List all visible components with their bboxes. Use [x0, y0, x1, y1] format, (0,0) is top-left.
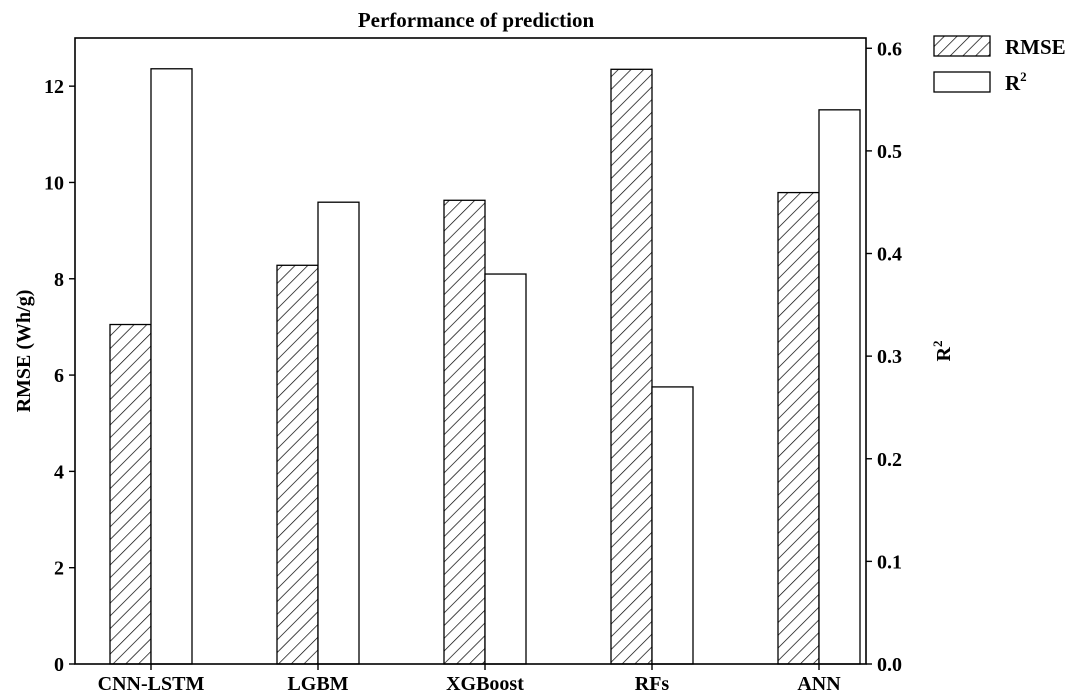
- y-tick-label-right: 0.2: [877, 449, 902, 471]
- legend-label-r2-superscript: 2: [1020, 69, 1027, 84]
- legend: RMSE R2: [933, 35, 1066, 95]
- legend-swatch-rmse: [933, 35, 991, 57]
- y-axis-label-left: RMSE (Wh/g): [13, 290, 35, 413]
- bar-r2-lgbm: [317, 201, 360, 665]
- axes: CNN-LSTM LGBM XGBoost RFs ANN 0 2 4 6 8 10 12 0.0 0.1…: [44, 38, 902, 692]
- bar-rmse-xgboost: [443, 199, 486, 665]
- y-tick-label-right: 0.0: [877, 654, 902, 676]
- y-tick-label-left: 0: [54, 654, 64, 676]
- bar-r2-xgboost: [484, 273, 527, 665]
- y-tick-label-left: 4: [54, 461, 64, 483]
- y-tick-label-right: 0.1: [877, 551, 902, 573]
- chart-title: Performance of prediction: [358, 8, 595, 32]
- legend-label-r2: R2: [1005, 69, 1027, 95]
- y-axis-label-right-superscript: 2: [930, 341, 945, 348]
- x-tick-label: ANN: [797, 673, 841, 692]
- bar-rmse-cnn-lstm: [109, 323, 152, 665]
- bar-rmse-ann: [777, 191, 820, 665]
- legend-label-rmse: RMSE: [1005, 35, 1066, 59]
- y-tick-label-left: 12: [44, 76, 64, 98]
- y-tick-label-left: 10: [44, 172, 64, 194]
- bars: [109, 68, 861, 665]
- legend-swatch-r2: [933, 71, 991, 93]
- x-tick-label: XGBoost: [446, 673, 524, 692]
- legend-label-r2-base: R: [1005, 71, 1021, 95]
- y-tick-label-right: 0.5: [877, 141, 902, 163]
- bar-rmse-rfs: [610, 68, 653, 665]
- plot-frame: [74, 37, 867, 665]
- x-tick-label: LGBM: [287, 673, 348, 692]
- bar-r2-ann: [818, 109, 861, 665]
- y-tick-label-right: 0.6: [877, 38, 902, 60]
- y-tick-label-left: 8: [54, 269, 64, 291]
- bar-r2-cnn-lstm: [150, 68, 193, 665]
- y-tick-label-left: 2: [54, 558, 64, 580]
- y-tick-label-left: 6: [54, 365, 64, 387]
- x-tick-label: CNN-LSTM: [98, 673, 205, 692]
- x-tick-label: RFs: [635, 673, 670, 692]
- y-axis-label-right: R2: [930, 341, 955, 362]
- bar-r2-rfs: [651, 386, 694, 665]
- y-axis-label-right-base: R: [933, 346, 955, 361]
- y-tick-label-right: 0.4: [877, 244, 902, 266]
- y-tick-label-right: 0.3: [877, 346, 902, 368]
- bar-rmse-lgbm: [276, 264, 319, 665]
